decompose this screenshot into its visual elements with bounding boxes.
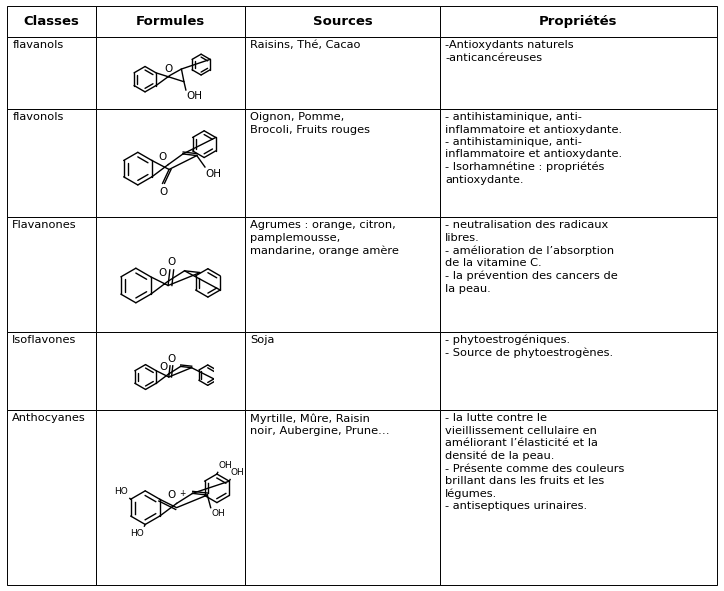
- Bar: [7, 6, 96, 37]
- Text: OH: OH: [231, 468, 245, 477]
- Text: +: +: [179, 489, 185, 498]
- Text: O: O: [159, 362, 167, 372]
- Text: O: O: [167, 490, 176, 500]
- Bar: [440, 6, 717, 37]
- Bar: [7, 410, 96, 585]
- Text: Isoflavones: Isoflavones: [12, 335, 77, 345]
- Text: OH: OH: [186, 91, 202, 101]
- Text: - phytoestrogéniques.
- Source de phytoestrogènes.: - phytoestrogéniques. - Source de phytoe…: [445, 335, 613, 358]
- Text: O: O: [167, 257, 175, 267]
- Text: O: O: [159, 152, 167, 162]
- Bar: [96, 6, 245, 37]
- Bar: [96, 217, 245, 332]
- Bar: [440, 332, 717, 410]
- Text: HO: HO: [130, 529, 143, 538]
- Bar: [245, 410, 440, 585]
- Bar: [7, 109, 96, 217]
- Bar: [96, 109, 245, 217]
- Bar: [96, 37, 245, 109]
- Bar: [96, 332, 245, 410]
- Text: flavonols: flavonols: [12, 112, 64, 122]
- Bar: [245, 37, 440, 109]
- Text: Sources: Sources: [313, 15, 372, 28]
- Text: - neutralisation des radicaux
libres.
- amélioration de l’absorption
de la vitam: - neutralisation des radicaux libres. - …: [445, 220, 618, 294]
- Text: OH: OH: [211, 509, 225, 518]
- Bar: [440, 109, 717, 217]
- Text: O: O: [158, 268, 167, 278]
- Text: O: O: [159, 187, 167, 197]
- Bar: [440, 410, 717, 585]
- Text: Agrumes : orange, citron,
pamplemousse,
mandarine, orange amère: Agrumes : orange, citron, pamplemousse, …: [250, 220, 399, 256]
- Text: OH: OH: [206, 168, 222, 178]
- Text: Myrtille, Mûre, Raisin
noir, Aubergine, Prune…: Myrtille, Mûre, Raisin noir, Aubergine, …: [250, 413, 390, 436]
- Bar: [96, 410, 245, 585]
- Bar: [7, 332, 96, 410]
- Bar: [245, 6, 440, 37]
- Text: - antihistaminique, anti-
inflammatoire et antioxydante.
- antihistaminique, ant: - antihistaminique, anti- inflammatoire …: [445, 112, 622, 185]
- Text: Formules: Formules: [136, 15, 205, 28]
- Bar: [245, 217, 440, 332]
- Bar: [7, 37, 96, 109]
- Text: Oignon, Pomme,
Brocoli, Fruits rouges: Oignon, Pomme, Brocoli, Fruits rouges: [250, 112, 370, 135]
- Text: Anthocyanes: Anthocyanes: [12, 413, 86, 423]
- Bar: [440, 37, 717, 109]
- Text: Classes: Classes: [24, 15, 80, 28]
- Text: HO: HO: [114, 487, 128, 496]
- Text: - la lutte contre le
vieillissement cellulaire en
améliorant l’élasticité et la
: - la lutte contre le vieillissement cell…: [445, 413, 625, 511]
- Text: O: O: [165, 64, 173, 74]
- Text: Soja: Soja: [250, 335, 274, 345]
- Text: Raisins, Thé, Cacao: Raisins, Thé, Cacao: [250, 40, 361, 50]
- Text: flavanols: flavanols: [12, 40, 64, 50]
- Bar: [440, 217, 717, 332]
- Text: Flavanones: Flavanones: [12, 220, 77, 230]
- Text: OH: OH: [219, 461, 232, 470]
- Text: -Antioxydants naturels
-anticancéreuses: -Antioxydants naturels -anticancéreuses: [445, 40, 573, 63]
- Bar: [245, 332, 440, 410]
- Text: Propriétés: Propriétés: [539, 15, 618, 28]
- Text: O: O: [167, 354, 175, 364]
- Bar: [245, 109, 440, 217]
- Bar: [7, 217, 96, 332]
